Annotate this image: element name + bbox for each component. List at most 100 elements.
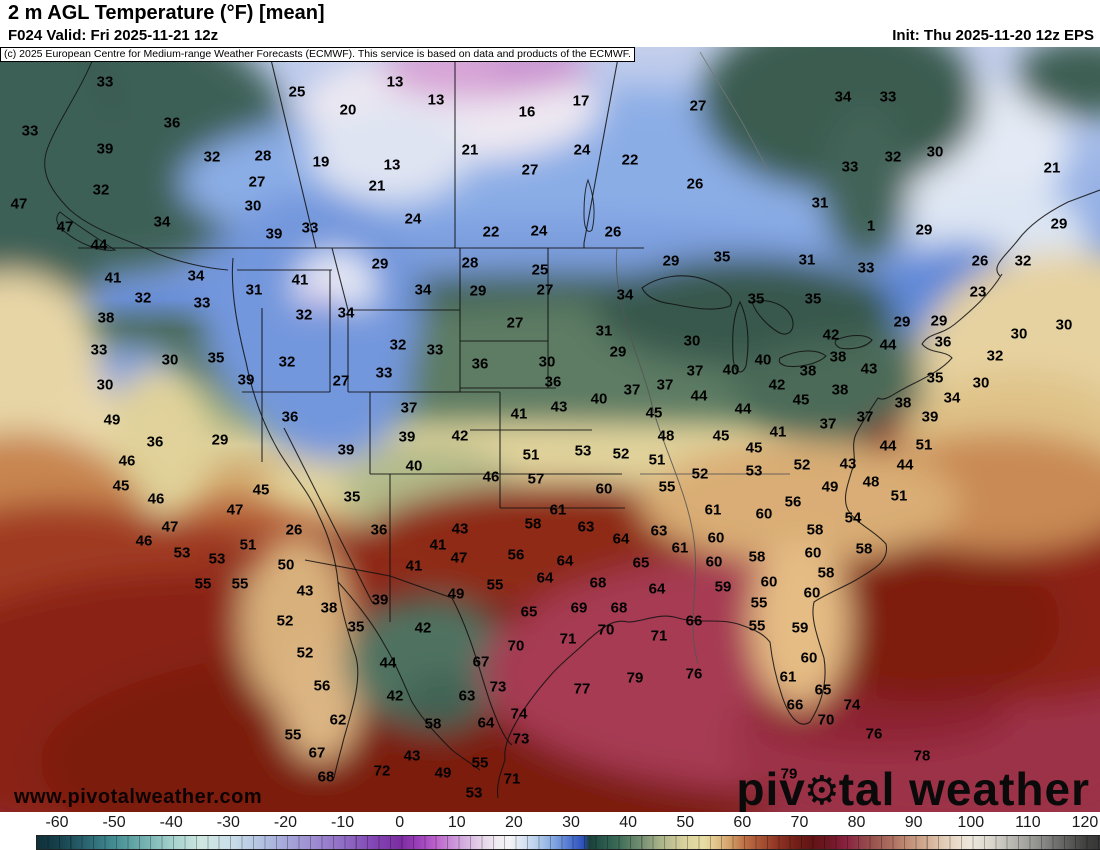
temp-label: 30	[926, 143, 944, 161]
copyright-banner: (c) 2025 European Centre for Medium-rang…	[0, 47, 635, 62]
temp-label: 47	[10, 195, 28, 213]
temp-label: 30	[1010, 325, 1028, 343]
temp-label: 55	[231, 575, 249, 593]
colorbar-tick: 120	[1071, 814, 1099, 831]
temp-label: 29	[893, 313, 911, 331]
temp-label: 37	[819, 415, 837, 433]
temp-label: 41	[510, 405, 528, 423]
temp-label: 42	[451, 427, 469, 445]
temp-label: 37	[623, 381, 641, 399]
temp-label: 55	[194, 575, 212, 593]
temp-label: 68	[589, 574, 607, 592]
temp-label: 33	[879, 88, 897, 106]
temp-label: 26	[686, 175, 704, 193]
temp-label: 44	[379, 654, 397, 672]
temp-label: 77	[573, 680, 591, 698]
temp-label: 42	[386, 687, 404, 705]
temp-label: 40	[590, 390, 608, 408]
temp-label: 27	[536, 281, 554, 299]
temp-label: 59	[791, 619, 809, 637]
colorbar-tick: 0	[395, 814, 405, 831]
temp-label: 37	[656, 376, 674, 394]
temp-label: 27	[506, 314, 524, 332]
colorbar-tick: 40	[619, 814, 638, 831]
temp-label: 63	[577, 518, 595, 536]
colorbar-tick: 20	[504, 814, 523, 831]
temp-label: 49	[434, 764, 452, 782]
temp-label: 36	[934, 333, 952, 351]
temp-label: 60	[707, 529, 725, 547]
temp-label: 76	[865, 725, 883, 743]
temp-label: 38	[829, 348, 847, 366]
temp-label: 68	[317, 768, 335, 786]
temp-label: 49	[447, 585, 465, 603]
temp-label: 40	[722, 361, 740, 379]
temp-label: 44	[879, 437, 897, 455]
temp-label: 73	[512, 730, 530, 748]
temp-label: 57	[527, 470, 545, 488]
temp-label: 30	[972, 374, 990, 392]
temp-label: 36	[146, 433, 164, 451]
temp-label: 29	[1050, 215, 1068, 233]
temp-label: 45	[792, 391, 810, 409]
temp-label: 19	[312, 153, 330, 171]
temp-label: 32	[1014, 252, 1032, 270]
temp-label: 31	[798, 251, 816, 269]
logo-text-pre: piv	[736, 763, 806, 812]
temp-label: 52	[793, 456, 811, 474]
temp-label: 29	[609, 343, 627, 361]
temp-label: 45	[745, 439, 763, 457]
temp-label: 51	[890, 487, 908, 505]
temp-label: 22	[621, 151, 639, 169]
temp-label: 37	[686, 362, 704, 380]
temp-label: 33	[841, 158, 859, 176]
temp-label: 41	[291, 271, 309, 289]
temp-label: 30	[244, 197, 262, 215]
temp-label: 64	[612, 530, 630, 548]
temp-label: 42	[414, 619, 432, 637]
temp-label: 32	[134, 289, 152, 307]
temp-label: 71	[559, 630, 577, 648]
temp-label: 24	[530, 222, 548, 240]
temp-label: 30	[683, 332, 701, 350]
temp-label: 13	[383, 156, 401, 174]
temp-label: 43	[451, 520, 469, 538]
temp-label: 72	[373, 762, 391, 780]
map-borders	[44, 47, 1100, 799]
temp-label: 51	[239, 536, 257, 554]
temp-label: 55	[748, 617, 766, 635]
temp-label: 31	[245, 281, 263, 299]
temp-label: 24	[404, 210, 422, 228]
colorbar-tick: 110	[1015, 814, 1041, 831]
temp-label: 59	[714, 578, 732, 596]
temp-label: 35	[207, 349, 225, 367]
temp-label: 67	[308, 744, 326, 762]
temp-label: 67	[472, 653, 490, 671]
temp-label: 16	[518, 103, 536, 121]
temp-label: 40	[405, 457, 423, 475]
temp-label: 70	[507, 637, 525, 655]
temp-label: 25	[288, 83, 306, 101]
gear-icon: ⚙	[803, 768, 841, 812]
temp-label: 60	[595, 480, 613, 498]
temp-label: 49	[103, 411, 121, 429]
colorbar-tick: -40	[159, 814, 183, 831]
temp-label: 30	[1055, 316, 1073, 334]
temp-label: 42	[822, 326, 840, 344]
temp-label: 36	[370, 521, 388, 539]
temp-label: 43	[839, 455, 857, 473]
temp-label: 39	[265, 225, 283, 243]
colorbar-tick: -20	[273, 814, 297, 831]
temp-label: 25	[531, 261, 549, 279]
colorbar-tick: -60	[45, 814, 69, 831]
temp-label: 27	[248, 173, 266, 191]
temp-label: 66	[685, 612, 703, 630]
temp-label: 44	[690, 387, 708, 405]
temp-label: 39	[96, 140, 114, 158]
temp-label: 45	[645, 404, 663, 422]
temp-label: 46	[482, 468, 500, 486]
temp-label: 21	[461, 141, 479, 159]
temp-label: 32	[884, 148, 902, 166]
temp-label: 63	[458, 687, 476, 705]
temp-label: 41	[405, 557, 423, 575]
